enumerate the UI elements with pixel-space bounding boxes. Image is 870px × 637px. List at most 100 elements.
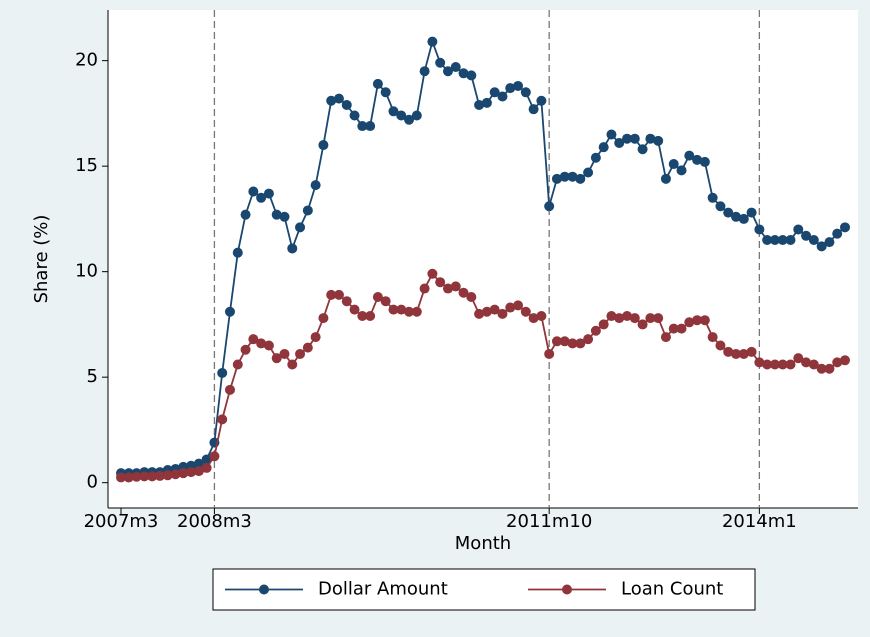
- data-point: [707, 192, 718, 203]
- x-axis-label: Month: [455, 533, 511, 554]
- data-point: [528, 104, 539, 115]
- data-point: [785, 359, 796, 370]
- data-point: [590, 152, 601, 163]
- data-point: [614, 313, 625, 324]
- data-point: [575, 338, 586, 349]
- data-point: [458, 68, 469, 79]
- data-point: [209, 451, 220, 462]
- data-point: [178, 468, 189, 479]
- data-point: [427, 36, 438, 47]
- data-point: [801, 230, 812, 241]
- data-point: [676, 323, 687, 334]
- data-point: [131, 471, 142, 482]
- data-point: [474, 308, 485, 319]
- data-point: [723, 207, 734, 218]
- data-point: [287, 359, 298, 370]
- data-point: [310, 332, 321, 343]
- data-point: [598, 142, 609, 153]
- data-point: [754, 224, 765, 235]
- data-point: [411, 110, 422, 121]
- data-point: [583, 334, 594, 345]
- data-point: [170, 469, 181, 480]
- data-point: [224, 384, 235, 395]
- x-tick-label: 2007m3: [84, 511, 159, 532]
- data-point: [489, 87, 500, 98]
- data-point: [116, 472, 126, 483]
- y-tick-label: 15: [75, 155, 98, 176]
- y-tick-label: 10: [75, 261, 98, 282]
- data-point: [520, 87, 531, 98]
- data-point: [295, 348, 306, 359]
- data-point: [622, 133, 633, 144]
- data-point: [769, 359, 780, 370]
- data-point: [302, 205, 313, 216]
- plot-area: [108, 10, 858, 508]
- data-point: [318, 313, 329, 324]
- data-point: [769, 235, 780, 246]
- data-point: [139, 471, 150, 482]
- data-point: [162, 470, 173, 481]
- legend-marker: [562, 584, 572, 595]
- data-point: [840, 222, 850, 233]
- data-point: [653, 313, 664, 324]
- data-point: [271, 353, 282, 364]
- data-point: [240, 209, 251, 220]
- data-point: [676, 165, 687, 176]
- data-point: [583, 167, 594, 178]
- y-tick-label: 5: [87, 366, 98, 387]
- data-point: [715, 201, 726, 212]
- data-point: [435, 57, 446, 68]
- data-point: [513, 80, 524, 91]
- data-point: [513, 300, 524, 311]
- data-point: [147, 471, 158, 482]
- data-point: [365, 121, 376, 132]
- data-point: [801, 357, 812, 368]
- legend-label: Dollar Amount: [318, 579, 448, 600]
- data-point: [302, 342, 313, 353]
- data-point: [808, 359, 819, 370]
- data-point: [357, 310, 368, 321]
- data-point: [622, 310, 633, 321]
- data-point: [123, 472, 134, 483]
- data-point: [505, 302, 516, 313]
- data-point: [357, 121, 368, 132]
- data-point: [559, 171, 570, 182]
- data-point: [762, 359, 773, 370]
- data-point: [793, 353, 804, 364]
- data-point: [333, 93, 344, 104]
- data-point: [746, 346, 757, 357]
- data-point: [497, 91, 508, 102]
- data-point: [629, 313, 640, 324]
- data-point: [396, 110, 407, 121]
- data-point: [653, 135, 664, 146]
- data-point: [832, 357, 843, 368]
- data-point: [777, 359, 788, 370]
- data-point: [668, 159, 679, 170]
- data-point: [326, 95, 337, 106]
- legend-label: Loan Count: [621, 579, 723, 600]
- data-point: [707, 332, 718, 343]
- data-point: [396, 304, 407, 315]
- data-point: [590, 325, 601, 336]
- data-point: [660, 332, 671, 343]
- data-point: [692, 154, 703, 165]
- data-point: [310, 180, 321, 191]
- data-point: [660, 173, 671, 184]
- data-point: [427, 268, 438, 279]
- data-point: [279, 348, 290, 359]
- data-point: [193, 466, 204, 477]
- data-point: [536, 95, 547, 106]
- data-point: [295, 222, 306, 233]
- data-point: [287, 243, 298, 254]
- data-point: [388, 106, 399, 117]
- y-axis-label: Share (%): [31, 215, 52, 304]
- data-point: [824, 237, 835, 248]
- data-point: [248, 334, 259, 345]
- data-point: [505, 83, 516, 94]
- x-tick-label: 2014m1: [722, 511, 797, 532]
- data-point: [840, 355, 850, 366]
- data-point: [536, 310, 547, 321]
- data-point: [762, 235, 773, 246]
